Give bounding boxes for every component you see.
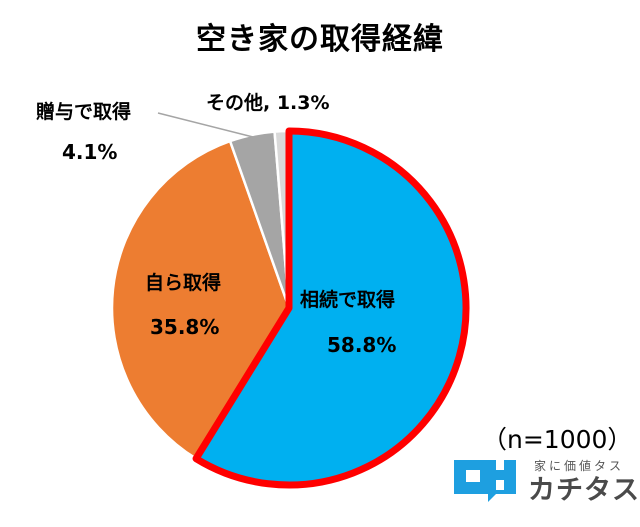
label-self-value: 35.8%: [150, 315, 220, 339]
sample-size-label: （n=1000）: [482, 425, 633, 454]
pie-slice-0: [192, 127, 470, 489]
katitas-logo-icon: [454, 460, 516, 502]
label-inherit-value: 58.8%: [327, 333, 397, 357]
logo-name: カチタス: [528, 475, 640, 506]
chart-title: 空き家の取得経緯: [196, 22, 444, 57]
label-other: その他, 1.3%: [206, 92, 330, 114]
gift-leader-line: [157, 112, 254, 138]
label-self-name: 自ら取得: [145, 272, 222, 294]
label-gift-name: 贈与で取得: [36, 101, 132, 123]
logo-tagline: 家に価値タス: [534, 459, 625, 473]
label-inherit-name: 相続で取得: [300, 289, 396, 311]
label-gift-value: 4.1%: [62, 140, 118, 164]
